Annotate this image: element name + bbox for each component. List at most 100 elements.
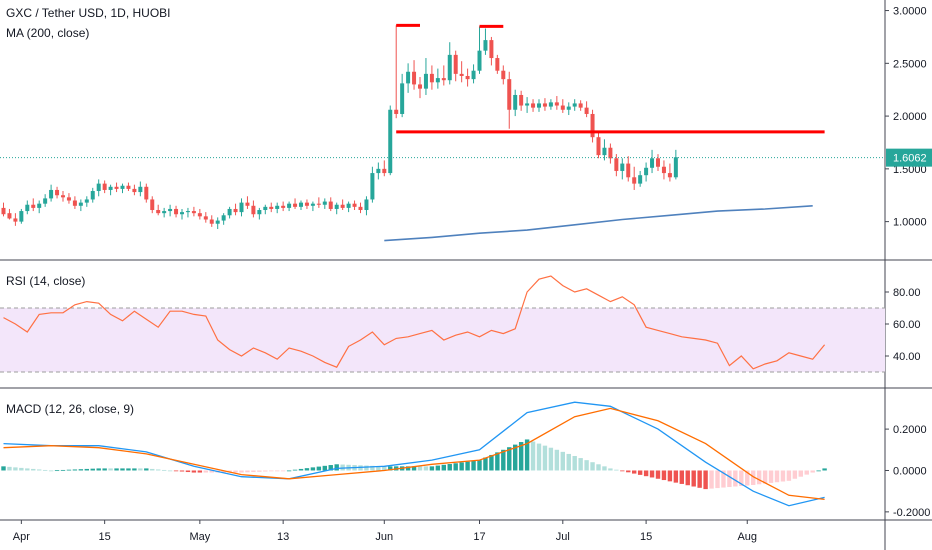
macd-histogram-bar (90, 468, 95, 471)
rsi-tick-label: 80.00 (893, 287, 921, 299)
candle-body (602, 147, 607, 156)
macd-histogram-bar (31, 468, 36, 471)
macd-histogram-bar (310, 467, 316, 471)
candle-body (661, 166, 666, 174)
candle-body (209, 219, 214, 224)
macd-histogram-bar (126, 468, 131, 471)
macd-histogram-bar (596, 464, 601, 471)
macd-histogram-bar (304, 468, 310, 471)
candle-body (352, 203, 357, 207)
macd-histogram-bar (691, 470, 696, 487)
macd-histogram-bar (239, 470, 244, 473)
macd-histogram-bar (263, 470, 268, 472)
macd-histogram-bar (197, 470, 203, 473)
macd-histogram-bar (762, 470, 768, 484)
candle-body (620, 163, 625, 171)
candle-body (477, 50, 482, 71)
time-tick-label: Jun (375, 531, 393, 543)
candle-body (174, 208, 179, 215)
candle-body (382, 168, 387, 174)
candle-body (328, 201, 333, 209)
macd-histogram-bar (179, 470, 185, 472)
macd-histogram-bar (13, 467, 18, 471)
candle-body (632, 177, 637, 184)
macd-histogram-bar (48, 470, 54, 472)
candle-body (156, 210, 161, 214)
candle-body (358, 206, 363, 211)
candle-body (406, 71, 411, 84)
macd-histogram-bar (649, 470, 655, 478)
candle-body (471, 70, 476, 80)
candle-body (72, 200, 77, 206)
candle-body (25, 204, 30, 212)
candle-body (215, 220, 220, 224)
candle-body (519, 94, 524, 106)
candle-body (513, 94, 518, 110)
candle-body (537, 103, 541, 108)
macd-histogram-bar (697, 470, 702, 488)
macd-histogram-bar (429, 466, 435, 471)
macd-histogram-bar (144, 468, 149, 471)
macd-histogram-bar (536, 443, 542, 471)
macd-histogram-bar (298, 468, 304, 471)
candle-body (185, 211, 190, 213)
macd-histogram-bar (620, 470, 625, 472)
candle-body (31, 204, 36, 208)
candle-body (656, 158, 660, 167)
last-price-tag-label: 1.6062 (893, 153, 927, 165)
candle-body (90, 191, 95, 200)
macd-histogram-bar (578, 458, 583, 471)
candle-body (316, 203, 321, 205)
macd-histogram-bar (292, 469, 298, 471)
macd-tick-label: -0.2000 (893, 507, 930, 519)
candle-body (84, 199, 89, 203)
candle-body (531, 103, 536, 108)
candle-body (233, 208, 238, 213)
macd-histogram-bar (679, 470, 684, 484)
candle-body (548, 102, 553, 107)
candle-body (400, 83, 405, 114)
candle-body (61, 195, 65, 198)
macd-histogram-bar (501, 449, 506, 471)
macd-histogram-bar (768, 470, 774, 483)
macd-histogram-bar (37, 469, 42, 471)
candle-body (554, 102, 559, 106)
macd-histogram-bar (423, 466, 429, 471)
macd-histogram-bar (441, 464, 446, 471)
candle-body (322, 201, 327, 205)
candle-body (501, 70, 506, 80)
macd-histogram-bar (513, 444, 518, 471)
ma200-line (384, 205, 813, 242)
macd-histogram-bar (774, 470, 780, 483)
macd-histogram-bar (727, 470, 732, 488)
macd-line (3, 401, 825, 507)
macd-histogram-bar (745, 470, 750, 486)
macd-histogram-bar (334, 464, 339, 471)
candle-body (114, 186, 119, 189)
candle-body (638, 175, 643, 184)
candle-body (108, 186, 113, 190)
time-tick-label: Jul (556, 531, 570, 543)
macd-histogram-bar (138, 468, 143, 471)
macd-histogram-bar (786, 470, 792, 481)
macd-histogram-bar (233, 470, 238, 473)
time-tick-label: 13 (277, 531, 289, 543)
macd-histogram-bar (489, 454, 494, 471)
macd-histogram-bar (590, 462, 595, 471)
macd-histogram-bar (673, 470, 679, 483)
candle-body (394, 109, 399, 114)
candle-body (667, 173, 672, 178)
candle-body (281, 205, 286, 208)
macd-histogram-bar (132, 468, 137, 471)
macd-histogram-bar (280, 470, 286, 472)
macd-histogram-bar (316, 466, 322, 471)
macd-histogram-bar (518, 442, 524, 471)
macd-histogram-bar (822, 468, 827, 471)
macd-histogram-bar (733, 470, 738, 487)
macd-histogram-bar (756, 470, 762, 485)
macd-histogram-bar (655, 470, 661, 479)
macd-histogram-bar (84, 468, 89, 471)
candle-body (364, 199, 369, 211)
macd-histogram-bar (382, 466, 387, 471)
macd-histogram-bar (721, 470, 726, 488)
